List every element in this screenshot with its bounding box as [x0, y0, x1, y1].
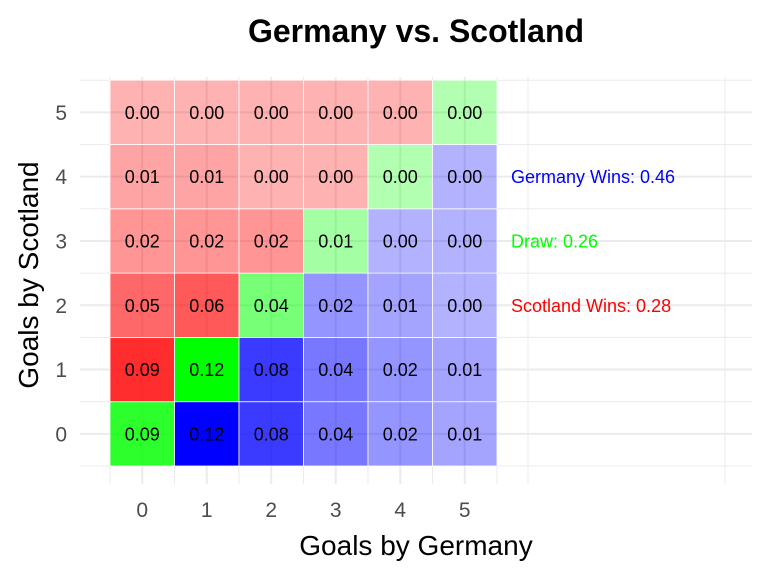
heatmap-cell	[174, 401, 240, 467]
cell-value-label: 0.09	[125, 360, 160, 380]
heatmap-cell	[367, 272, 433, 338]
x-tick-label: 2	[265, 499, 277, 522]
y-tick-label: 2	[55, 295, 67, 318]
heatmap-cell	[109, 401, 175, 467]
cell-value-label: 0.02	[189, 231, 224, 251]
cell-value-label: 0.00	[447, 167, 482, 187]
outcome-annotation: Germany Wins: 0.46	[511, 167, 675, 187]
heatmap-cell	[367, 401, 433, 467]
heatmap-cell	[238, 208, 304, 274]
heatmap-cell	[238, 79, 304, 145]
heatmap-cell	[238, 272, 304, 338]
cell-value-label: 0.01	[383, 296, 418, 316]
x-tick-label: 4	[394, 499, 406, 522]
cell-value-label: 0.00	[189, 103, 224, 123]
heatmap-cell	[367, 336, 433, 403]
cell-value-label: 0.12	[189, 360, 224, 380]
heatmap-cell	[367, 144, 433, 210]
outcome-annotation: Scotland Wins: 0.28	[511, 296, 671, 316]
y-tick-label: 3	[55, 230, 67, 253]
cell-value-label: 0.00	[125, 103, 160, 123]
y-tick-label: 5	[55, 102, 67, 125]
cell-value-label: 0.02	[383, 424, 418, 444]
y-axis-title: Goals by Scotland	[13, 161, 44, 388]
heatmap-cells	[109, 79, 498, 467]
cell-value-label: 0.00	[447, 296, 482, 316]
heatmap-cell	[109, 336, 175, 403]
cell-value-label: 0.01	[189, 167, 224, 187]
cell-value-label: 0.00	[254, 103, 289, 123]
cell-labels: 0.09 0.12 0.08 0.04 0.02 0.01 0.09 0.12 0.08 0.04…	[125, 103, 483, 445]
heatmap-cell	[303, 336, 369, 403]
cell-value-label: 0.06	[189, 296, 224, 316]
y-tick-label: 1	[55, 359, 67, 382]
heatmap-cell	[238, 144, 304, 210]
heatmap-cell	[303, 79, 369, 145]
cell-value-label: 0.01	[125, 167, 160, 187]
heatmap-cell	[432, 79, 498, 145]
heatmap-cell	[174, 208, 240, 274]
cell-value-label: 0.08	[254, 424, 289, 444]
heatmap-cell	[109, 144, 175, 210]
heatmap-cell	[432, 272, 498, 338]
cell-value-label: 0.02	[254, 231, 289, 251]
cell-value-label: 0.00	[318, 167, 353, 187]
x-tick-label: 5	[459, 499, 471, 522]
cell-value-label: 0.04	[254, 296, 289, 316]
y-tick-label: 4	[55, 166, 67, 189]
heatmap-cell	[238, 401, 304, 467]
heatmap-cell	[303, 272, 369, 338]
cell-value-label: 0.01	[447, 424, 482, 444]
heatmap-cell	[367, 79, 433, 145]
cell-value-label: 0.12	[189, 424, 224, 444]
heatmap-cell	[174, 336, 240, 403]
outcome-annotation: Draw: 0.26	[511, 231, 598, 251]
cell-value-label: 0.02	[318, 296, 353, 316]
cell-value-label: 0.01	[318, 231, 353, 251]
cell-value-label: 0.02	[125, 231, 160, 251]
heatmap-cell	[238, 336, 304, 403]
cell-value-label: 0.00	[254, 167, 289, 187]
cell-value-label: 0.04	[318, 424, 353, 444]
cell-value-label: 0.09	[125, 424, 160, 444]
x-tick-label: 0	[136, 499, 148, 522]
cell-value-label: 0.05	[125, 296, 160, 316]
x-axis-title: Goals by Germany	[299, 530, 532, 561]
cell-value-label: 0.00	[383, 231, 418, 251]
cell-value-label: 0.02	[383, 360, 418, 380]
x-tick-label: 1	[201, 499, 213, 522]
cell-value-label: 0.08	[254, 360, 289, 380]
y-tick-label: 0	[55, 423, 67, 446]
heatmap-cell	[174, 79, 240, 145]
cell-value-label: 0.00	[318, 103, 353, 123]
heatmap-cell	[174, 144, 240, 210]
cell-value-label: 0.00	[447, 231, 482, 251]
x-tick-label: 3	[330, 499, 342, 522]
chart-title: Germany vs. Scotland	[248, 13, 584, 49]
cell-value-label: 0.04	[318, 360, 353, 380]
heatmap-cell	[174, 272, 240, 338]
heatmap-cell	[432, 401, 498, 467]
heatmap-cell	[432, 336, 498, 403]
cell-value-label: 0.00	[383, 167, 418, 187]
cell-value-label: 0.00	[447, 103, 482, 123]
axis-ticks: 0 1 2 3 4 5 0 1 2 3 4 5	[55, 102, 470, 522]
cell-value-label: 0.00	[383, 103, 418, 123]
outcome-annotations: Germany Wins: 0.46 Draw: 0.26 Scotland Win…	[511, 167, 675, 316]
cell-value-label: 0.01	[447, 360, 482, 380]
